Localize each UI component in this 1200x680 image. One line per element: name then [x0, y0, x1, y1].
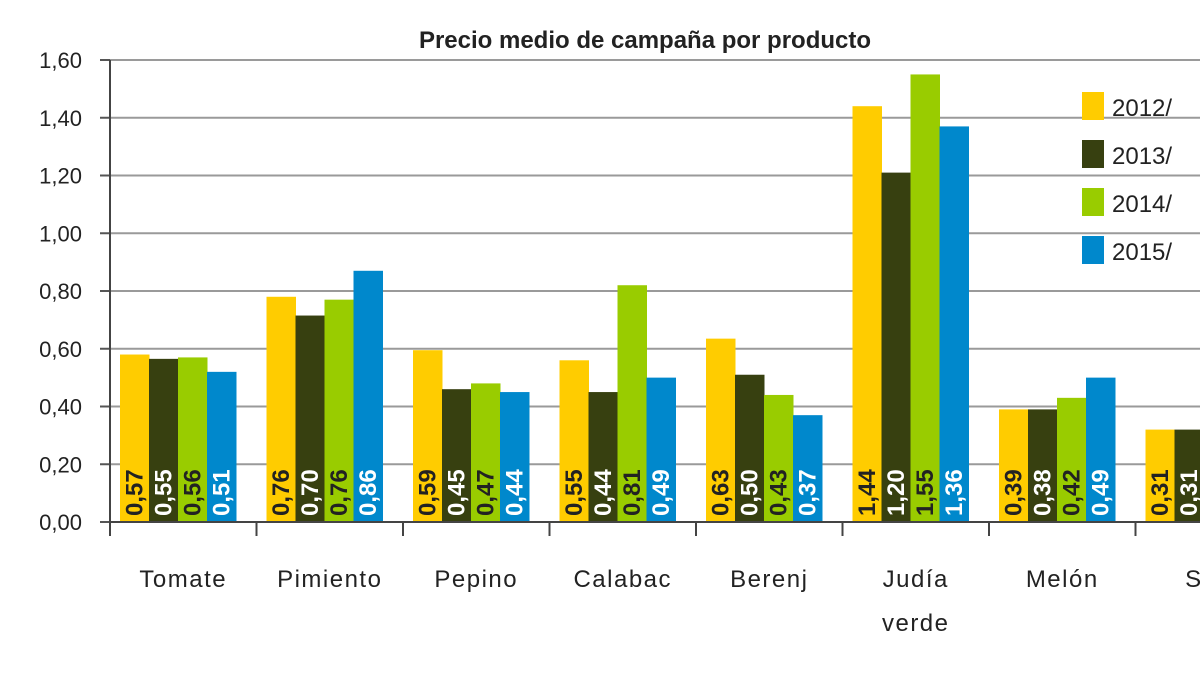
bar-value-label: 0,42: [1059, 469, 1086, 516]
y-tick-label: 0,20: [39, 452, 82, 477]
bar-value-label: 1,36: [941, 469, 968, 516]
bar-value-label: 0,76: [268, 469, 295, 516]
bar-value-label: 0,37: [795, 469, 822, 516]
bar-value-label: 0,38: [1030, 469, 1057, 516]
bar: [911, 74, 941, 522]
legend-swatch: [1082, 140, 1104, 168]
bar-value-label: 0,31: [1147, 469, 1174, 516]
y-tick-label: 0,40: [39, 395, 82, 420]
category-label: San: [1185, 566, 1200, 593]
bar-value-label: 1,55: [912, 469, 939, 516]
bar-value-label: 0,47: [473, 469, 500, 516]
legend-swatch: [1082, 188, 1104, 216]
category-label: Judía: [883, 566, 949, 593]
y-axis-ticks: 0,00 0,20 0,40 0,60 0,80 1,00 1,20 1,40 1,60: [39, 48, 110, 535]
chart-title: Precio medio de campaña por producto: [419, 27, 871, 54]
category-label: Melón: [1026, 566, 1099, 593]
legend-swatch: [1082, 92, 1104, 120]
category-label: Pimiento: [277, 566, 382, 593]
y-tick-label: 0,00: [39, 510, 82, 535]
bar-value-label: 0,76: [326, 469, 353, 516]
bar-value-label: 0,45: [444, 469, 471, 516]
bar-value-label: 0,59: [415, 469, 442, 516]
category-label: Berenj: [730, 566, 808, 593]
y-tick-label: 1,60: [39, 48, 82, 73]
bar-value-label: 0,39: [1001, 469, 1028, 516]
legend-label: 2013/: [1112, 143, 1172, 170]
bar-value-label: 0,31: [1176, 469, 1200, 516]
category-label: Pepino: [434, 566, 518, 593]
legend-label: 2015/: [1112, 239, 1172, 266]
bar-value-label: 0,49: [648, 469, 675, 516]
bar-value-label: 0,43: [766, 469, 793, 516]
bar-value-label: 1,20: [883, 469, 910, 516]
bar-value-label: 0,50: [737, 469, 764, 516]
bar-value-label: 0,63: [708, 469, 735, 516]
bar-value-label: 0,70: [297, 469, 324, 516]
legend-label: 2012/: [1112, 95, 1172, 122]
bar-value-label: 0,55: [151, 469, 178, 516]
y-tick-label: 0,60: [39, 337, 82, 362]
bar-value-label: 0,57: [122, 469, 149, 516]
legend-swatch: [1082, 236, 1104, 264]
category-label: Tomate: [139, 566, 227, 593]
category-label: Calabac: [573, 566, 672, 593]
bar-value-label: 1,44: [854, 469, 881, 516]
bar-value-label: 0,55: [561, 469, 588, 516]
legend: 2012/2013/2014/2015/: [1082, 92, 1172, 266]
y-tick-label: 1,40: [39, 106, 82, 131]
y-tick-label: 1,20: [39, 164, 82, 189]
bar-value-label: 0,51: [209, 469, 236, 516]
bar-value-label: 0,56: [180, 469, 207, 516]
bar-value-label: 0,49: [1088, 469, 1115, 516]
bar: [853, 106, 883, 522]
bar-value-label: 0,44: [502, 469, 529, 516]
bar: [940, 126, 970, 522]
bar-value-label: 0,44: [590, 469, 617, 516]
category-label: verde: [882, 610, 950, 637]
bar-value-label: 0,86: [355, 469, 382, 516]
y-tick-label: 1,00: [39, 221, 82, 246]
bars: [120, 74, 1200, 522]
bar-value-label: 0,81: [619, 469, 646, 516]
y-tick-label: 0,80: [39, 279, 82, 304]
legend-label: 2014/: [1112, 191, 1172, 218]
data-labels: 0,57 0,76 0,59 0,55 0,63 1,44 0,39 0,31 0,55 0,70…: [122, 469, 1200, 516]
